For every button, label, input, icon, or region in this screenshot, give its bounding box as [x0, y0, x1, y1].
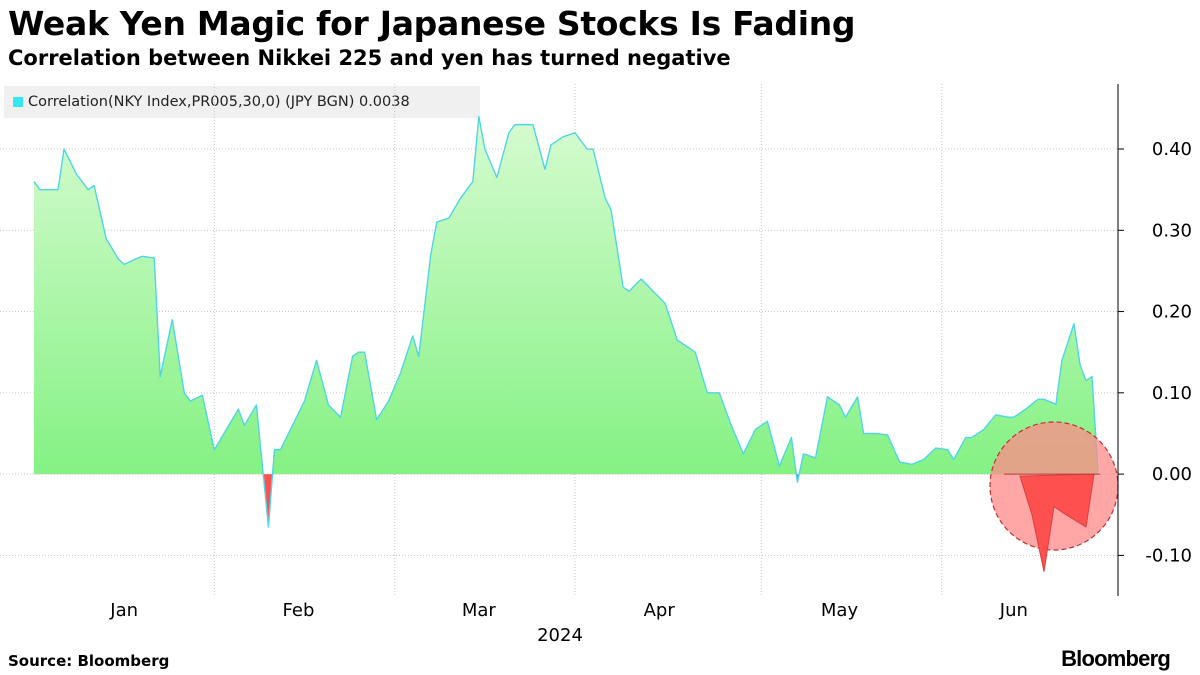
y-tick-label-1: 0.00: [1152, 464, 1192, 485]
x-tick-label-feb: Feb: [283, 600, 315, 621]
x-year-label: 2024: [537, 625, 583, 646]
chart-title: Weak Yen Magic for Japanese Stocks Is Fa…: [8, 4, 856, 43]
area-layer: [33, 115, 1099, 528]
y-tick-label-2: 0.10: [1152, 383, 1192, 404]
annotation-layer: [989, 421, 1119, 572]
legend-swatch: [13, 97, 23, 107]
x-tick-label-jun: Jun: [999, 600, 1028, 621]
negative-dip-shape: [1019, 473, 1095, 572]
series-line: [33, 115, 1099, 528]
y-tick-label-4: 0.30: [1152, 220, 1192, 241]
positive-area: [34, 116, 1098, 475]
chart-legend: Correlation(NKY Index,PR005,30,0) (JPY B…: [4, 86, 480, 118]
bloomberg-logo: Bloomberg: [1061, 646, 1171, 671]
x-tick-label-mar: Mar: [462, 600, 497, 621]
x-tick-label-jan: Jan: [109, 600, 138, 621]
chart-subtitle: Correlation between Nikkei 225 and yen h…: [8, 46, 731, 70]
y-tick-label-3: 0.20: [1152, 302, 1192, 323]
axis-layer: -0.10 0.00 0.10 0.20 0.30 0.40 Jan Feb Mar Apr May…: [109, 84, 1192, 646]
legend-label: Correlation(NKY Index,PR005,30,0) (JPY B…: [28, 94, 410, 110]
y-tick-label-0: -0.10: [1145, 545, 1192, 566]
x-tick-label-apr: Apr: [644, 600, 676, 621]
y-tick-label-5: 0.40: [1152, 139, 1192, 160]
source-note: Source: Bloomberg: [8, 652, 170, 670]
x-tick-label-may: May: [821, 600, 859, 621]
